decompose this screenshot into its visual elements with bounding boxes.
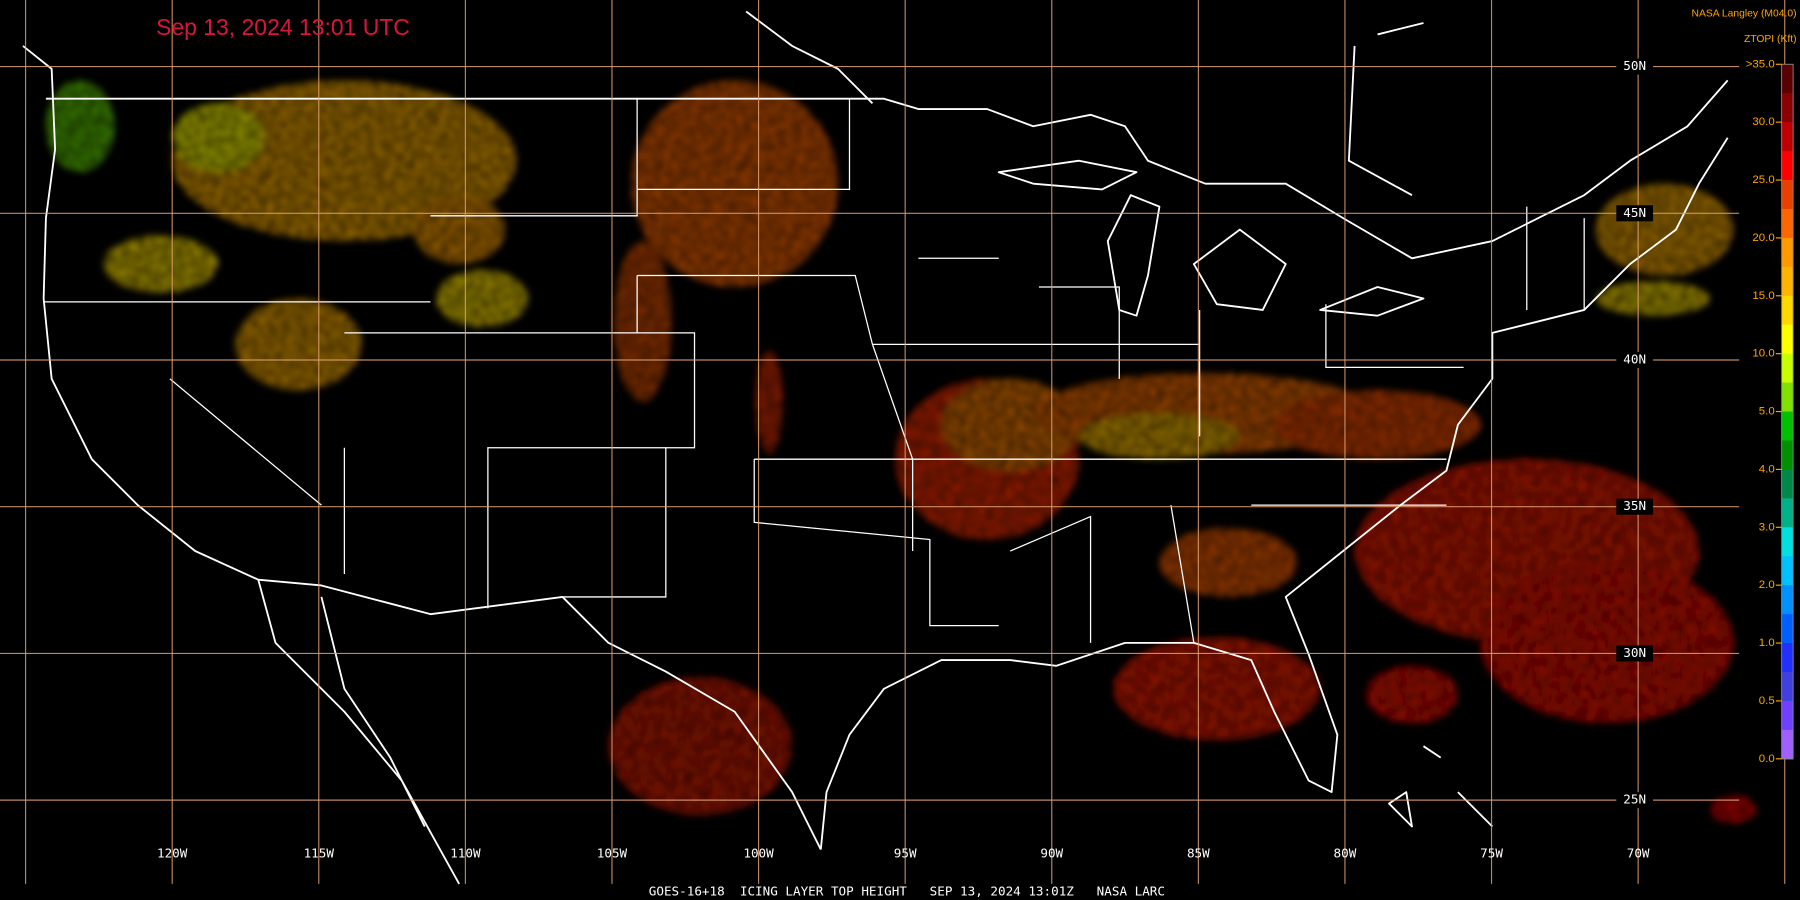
legend-swatch <box>1781 237 1794 268</box>
longitude-label: 75W <box>1480 846 1503 861</box>
longitude-label: 80W <box>1334 846 1357 861</box>
legend-swatch <box>1781 469 1794 499</box>
legend-label: 20.0 <box>1752 232 1774 244</box>
latitude-label-bg <box>1616 498 1654 515</box>
legend-swatch <box>1781 295 1794 326</box>
legend-label: 5.0 <box>1759 406 1775 418</box>
legend-label: 4.0 <box>1759 463 1775 475</box>
legend-label: 0.0 <box>1759 753 1775 765</box>
legend-label: >35.0 <box>1746 58 1775 70</box>
legend-swatch <box>1781 527 1794 557</box>
legend-label: 15.0 <box>1752 290 1774 302</box>
legend-swatch <box>1781 671 1794 702</box>
legend-swatch <box>1781 614 1794 644</box>
footer: GOES-16+18 ICING LAYER TOP HEIGHT SEP 13… <box>649 883 1165 898</box>
latitude-label: 45N <box>1623 205 1646 220</box>
longitude-label: 110W <box>450 846 481 861</box>
latitude-label-bg <box>1616 645 1654 662</box>
latitude-label: 40N <box>1623 352 1646 367</box>
longitude-label: 95W <box>894 846 917 861</box>
product-label: ZTOPI (Kft) <box>1744 34 1797 45</box>
graticule-labels: 120W 115W 110W 105W 100W 95W 90W 85W 80W 75W 70W 50… <box>157 58 1654 861</box>
legend-label: 10.0 <box>1752 348 1774 360</box>
color-legend: >35.0 30.0 25.0 20.0 15.0 10.0 5.0 4.0 3.0 2.0 1.0… <box>1746 58 1794 765</box>
latitude-label: 30N <box>1623 645 1646 660</box>
latitude-label: 50N <box>1623 58 1646 73</box>
icing-field <box>45 80 1757 824</box>
legend-label: 2.0 <box>1759 579 1775 591</box>
latitude-label-bg <box>1616 351 1654 369</box>
map-title: Sep 13, 2024 13:01 UTC <box>156 14 410 40</box>
longitude-label: 100W <box>743 846 774 861</box>
legend-swatch <box>1781 382 1794 413</box>
longitude-label: 120W <box>157 846 188 861</box>
legend-swatch <box>1781 353 1794 384</box>
legend-swatch <box>1781 122 1794 152</box>
legend-swatch <box>1781 556 1794 586</box>
legend-swatch <box>1781 643 1794 673</box>
latitude-label-bg <box>1616 205 1654 222</box>
legend-swatch <box>1781 411 1794 442</box>
legend-swatch <box>1781 151 1794 181</box>
legend-swatch <box>1781 93 1794 123</box>
legend-label: 0.5 <box>1759 695 1775 707</box>
longitude-label: 85W <box>1187 846 1210 861</box>
legend-swatch <box>1781 585 1794 615</box>
legend-label: 30.0 <box>1752 116 1774 128</box>
latitude-label-bg <box>1616 58 1654 75</box>
latitude-label: 25N <box>1623 792 1646 807</box>
latitude-label-bg <box>1616 792 1654 809</box>
longitude-label: 90W <box>1040 846 1063 861</box>
longitude-label: 115W <box>304 846 335 861</box>
latitude-label: 35N <box>1623 498 1646 513</box>
coastlines <box>22 10 1729 885</box>
legend-swatch <box>1781 266 1794 297</box>
legend-swatch <box>1781 208 1794 239</box>
legend-swatch <box>1781 498 1794 528</box>
legend-swatch <box>1781 700 1794 731</box>
legend-swatch <box>1781 440 1794 470</box>
legend-swatch <box>1781 324 1794 355</box>
source-label: NASA Langley (M04.0) <box>1691 9 1796 20</box>
legend-swatch <box>1781 729 1794 760</box>
legend-swatch <box>1781 64 1794 94</box>
legend-label: 25.0 <box>1752 174 1774 186</box>
graticule <box>0 0 1786 884</box>
longitude-label: 105W <box>597 846 628 861</box>
longitude-label: 70W <box>1627 846 1650 861</box>
legend-label: 3.0 <box>1759 521 1775 533</box>
state-borders <box>43 98 1585 643</box>
legend-label: 1.0 <box>1759 637 1775 649</box>
legend-swatch <box>1781 180 1794 210</box>
